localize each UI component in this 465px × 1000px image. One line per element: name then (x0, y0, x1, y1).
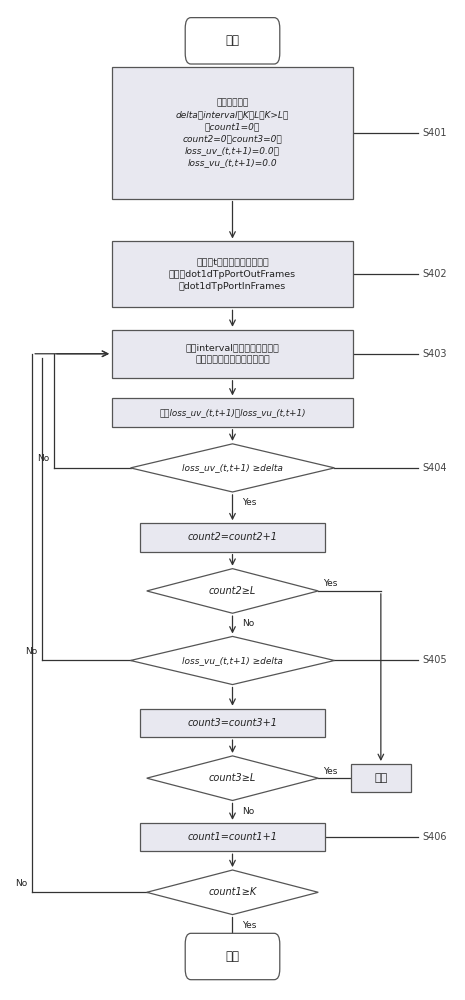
Text: No: No (26, 647, 38, 656)
FancyBboxPatch shape (185, 18, 280, 64)
Bar (112, 67, 353, 199)
Text: Yes: Yes (323, 579, 337, 588)
Text: loss_vu_(t,t+1) ≥delta: loss_vu_(t,t+1) ≥delta (182, 656, 283, 665)
Text: No: No (242, 619, 254, 628)
Text: Yes: Yes (242, 921, 256, 930)
Text: count3≥L: count3≥L (209, 773, 256, 783)
Text: count2=count2+1: count2=count2+1 (187, 532, 278, 542)
Text: S403: S403 (423, 349, 447, 359)
Text: count2≥L: count2≥L (209, 586, 256, 596)
Text: 计算loss_uv_(t,t+1)，loss_vu_(t,t+1): 计算loss_uv_(t,t+1)，loss_vu_(t,t+1) (159, 408, 306, 417)
Text: count1≥K: count1≥K (208, 887, 257, 897)
Text: 开始: 开始 (226, 34, 239, 47)
Text: 在时刻t分别查询该链路两个
端口的dot1dTpPortOutFrames
和dot1dTpPortInFrames: 在时刻t分别查询该链路两个 端口的dot1dTpPortOutFrames 和d… (169, 258, 296, 291)
Polygon shape (147, 870, 318, 915)
FancyBboxPatch shape (185, 933, 280, 980)
Text: Yes: Yes (323, 767, 337, 776)
Text: loss_uv_(t,t+1) ≥delta: loss_uv_(t,t+1) ≥delta (182, 463, 283, 472)
Text: No: No (37, 454, 49, 463)
Bar (112, 330, 353, 378)
Bar (140, 709, 325, 737)
Text: 等待interval秒后再次查询该链
路两个端口的前一步两个变量: 等待interval秒后再次查询该链 路两个端口的前一步两个变量 (186, 343, 279, 364)
Bar (351, 764, 411, 792)
Polygon shape (147, 756, 318, 800)
Text: No: No (242, 807, 254, 816)
Polygon shape (131, 444, 334, 492)
Text: S404: S404 (423, 463, 447, 473)
Text: 初始化参数：
delta，interval，K，L（K>L）
，count1=0，
count2=0，count3=0，
loss_uv_(t,t+1)=0.0: 初始化参数： delta，interval，K，L（K>L） ，count1=0… (176, 99, 289, 167)
Text: S405: S405 (423, 655, 447, 665)
Text: S406: S406 (423, 832, 447, 842)
Bar (112, 398, 353, 427)
Text: 报警: 报警 (374, 773, 387, 783)
Bar (140, 523, 325, 552)
Text: Yes: Yes (242, 498, 256, 507)
Text: No: No (15, 879, 27, 888)
Polygon shape (147, 569, 318, 613)
Text: count1=count1+1: count1=count1+1 (187, 832, 278, 842)
Text: S401: S401 (423, 128, 447, 138)
Polygon shape (131, 636, 334, 685)
Text: 结束: 结束 (226, 950, 239, 963)
Text: S402: S402 (423, 269, 447, 279)
Text: count3=count3+1: count3=count3+1 (187, 718, 278, 728)
Bar (140, 823, 325, 851)
Bar (112, 241, 353, 307)
